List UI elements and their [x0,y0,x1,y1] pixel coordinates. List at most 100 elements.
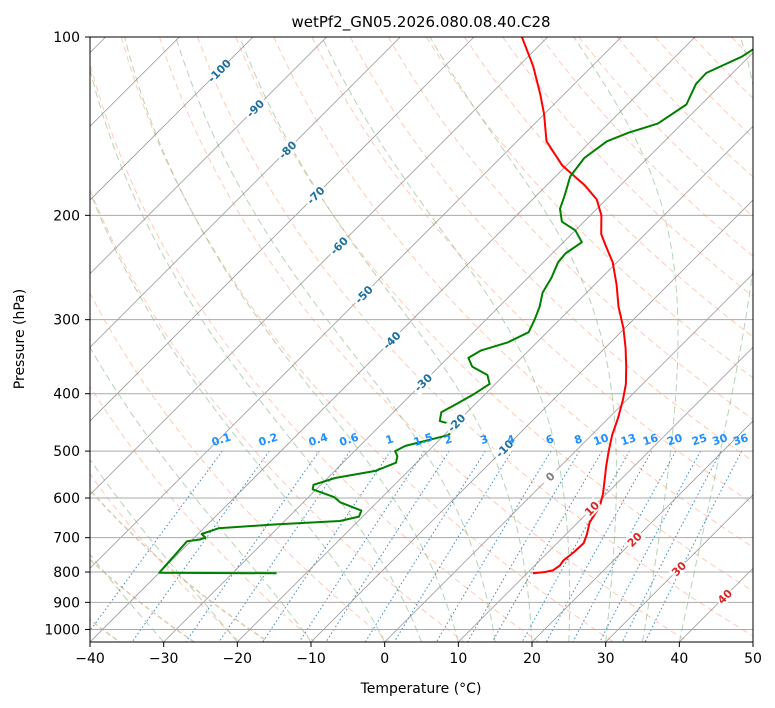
isotherm-label-bg [350,281,378,308]
wetbulb-label-bg [623,528,646,551]
isotherm-label-bg [274,136,302,164]
x-tick-label: −20 [223,651,253,667]
x-axis-label: Temperature (°C) [360,681,482,697]
x-tick-label: 50 [744,651,762,667]
moist-adiabat-line [90,458,238,642]
isotherm-line [310,199,753,642]
mixing-ratio-line [298,450,425,642]
mixing-ratio-label: 20 [665,431,684,448]
y-tick-label: 1000 [44,622,80,638]
mixing-ratio-label: 1.5 [412,431,435,449]
mixing-ratio-label: 36 [731,431,750,448]
mixing-ratio-label: 3 [479,432,490,447]
x-tick-label: 10 [449,651,467,667]
mixing-ratio-label: 0.1 [210,431,233,449]
moist-adiabat-line [429,37,617,642]
mixing-ratio-label: 4 [505,432,517,447]
mixing-ratio-line [364,450,486,642]
mixing-ratio-label: 0.4 [307,430,330,448]
mixing-ratio-line [262,450,392,642]
mixing-ratio-label: 0.2 [257,431,280,449]
isotherm-label-bg [205,57,233,85]
isotherm-line [90,37,327,275]
wetbulb-label-bg [713,585,736,608]
wetbulb-label-bg [580,497,603,520]
y-tick-label: 700 [53,531,80,547]
isotherm-line [163,52,753,642]
isotherm-line [90,37,475,422]
mixing-ratio-label: 2 [443,432,454,447]
isotherm-label-bg [241,94,269,122]
y-tick-label: 800 [53,565,80,581]
y-tick-label: 600 [53,491,80,507]
mixing-ratio-label: 6 [544,432,556,447]
dry-adiabat-line [90,62,540,642]
y-tick-label: 100 [53,30,80,46]
isotherm-line [237,125,753,642]
moist-adiabat-line [90,190,386,642]
isotherm-label-bg [378,326,406,354]
mixing-ratio-label: 13 [619,431,638,448]
mixing-ratio-label: 8 [573,432,584,447]
x-tick-label: −40 [75,651,105,667]
isotherm-label-bg [409,369,437,396]
dry-adiabat-line [273,37,753,548]
x-tick-label: −10 [296,651,326,667]
mixing-ratio-label: 25 [690,431,709,448]
dry-adiabat-line [90,188,465,642]
moist-adiabat-line [124,37,459,642]
mixing-ratio-label: 10 [592,431,611,448]
x-tick-label: 30 [597,651,615,667]
x-tick-label: 0 [380,651,389,667]
y-tick-label: 900 [53,595,80,611]
mixing-ratio-label: 30 [711,431,730,448]
temperature-profile-line [520,37,628,575]
isotherm-label-bg [443,409,470,437]
dry-adiabat-line [464,37,753,338]
chart-title: wetPf2_GN05.2026.080.08.40.C28 [291,13,550,32]
x-tick-label: −30 [149,651,179,667]
mixing-ratio-label: 16 [641,431,660,448]
dry-adiabat-line [311,37,753,505]
moist-adiabat-line [90,346,312,642]
moist-adiabat-line [678,37,753,642]
y-tick-label: 200 [53,208,80,224]
wetbulb-label-bg [538,465,561,488]
isotherm-line [90,37,254,201]
mixing-ratio-label: 1 [384,432,395,447]
mixing-ratio-line [325,450,450,642]
y-tick-label: 500 [53,444,80,460]
mixing-ratio-line [572,450,677,642]
isotherm-line [90,37,622,569]
mixing-ratio-line [621,450,722,642]
y-tick-label: 300 [53,313,80,329]
mixing-ratio-line [491,450,603,642]
isotherm-line [458,346,753,642]
mixing-ratio-label: 0.6 [338,430,361,448]
isotherm-label-bg [491,435,518,462]
isotherm-line [605,494,753,642]
moist-adiabat-line [321,37,571,642]
isotherm-line [90,37,401,348]
dry-adiabat-line [235,37,753,592]
moist-adiabat-line [90,553,165,642]
mixing-ratio-line [393,450,513,642]
mixing-ratio-line [131,450,270,642]
dry-adiabat-line [197,37,753,637]
x-tick-label: 20 [523,651,541,667]
moist-adiabat-line [90,67,422,642]
isotherm-label-bg [302,181,330,209]
dry-adiabat-line [425,37,753,379]
dewpoint-profile-line [158,48,753,575]
dry-adiabat-line [159,37,690,642]
dry-adiabat-line [120,37,615,642]
y-axis-label: Pressure (hPa) [12,289,28,389]
isotherm-line [384,273,753,642]
isotherm-label-bg [325,232,353,260]
dry-adiabat-line [502,37,753,298]
moist-adiabat-line [573,37,679,642]
plot-frame [89,36,754,643]
moist-adiabat-line [239,37,533,642]
isotherm-line [90,37,548,496]
